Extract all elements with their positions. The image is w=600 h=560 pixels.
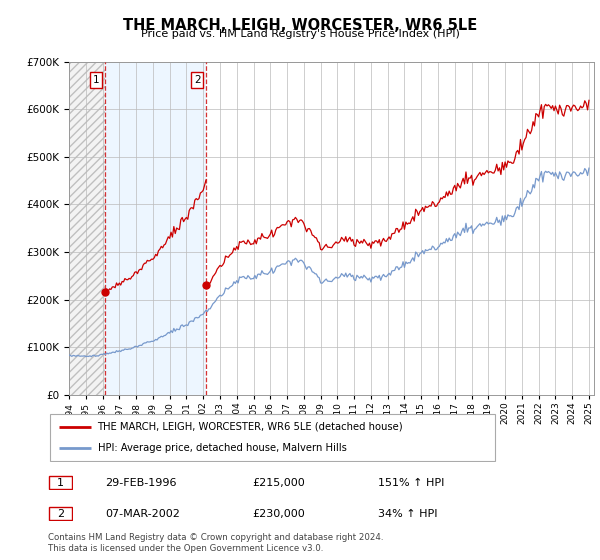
Text: 2: 2 [194,75,200,85]
Bar [105,62,206,395]
Bar [69,62,105,395]
FancyBboxPatch shape [49,507,72,520]
Text: THE MARCH, LEIGH, WORCESTER, WR6 5LE (detached house): THE MARCH, LEIGH, WORCESTER, WR6 5LE (de… [97,422,403,432]
Text: 1: 1 [92,75,100,85]
Text: 2: 2 [57,508,64,519]
Text: £230,000: £230,000 [252,508,305,519]
Text: £215,000: £215,000 [252,478,305,488]
Text: Contains HM Land Registry data © Crown copyright and database right 2024.
This d: Contains HM Land Registry data © Crown c… [48,533,383,553]
FancyBboxPatch shape [50,414,495,460]
Text: 07-MAR-2002: 07-MAR-2002 [105,508,180,519]
Text: HPI: Average price, detached house, Malvern Hills: HPI: Average price, detached house, Malv… [97,443,346,453]
Text: THE MARCH, LEIGH, WORCESTER, WR6 5LE: THE MARCH, LEIGH, WORCESTER, WR6 5LE [123,18,477,33]
Text: Price paid vs. HM Land Registry's House Price Index (HPI): Price paid vs. HM Land Registry's House … [140,29,460,39]
Text: 1: 1 [57,478,64,488]
Text: 29-FEB-1996: 29-FEB-1996 [105,478,176,488]
Text: 34% ↑ HPI: 34% ↑ HPI [378,508,437,519]
Text: 151% ↑ HPI: 151% ↑ HPI [378,478,445,488]
FancyBboxPatch shape [49,476,72,489]
